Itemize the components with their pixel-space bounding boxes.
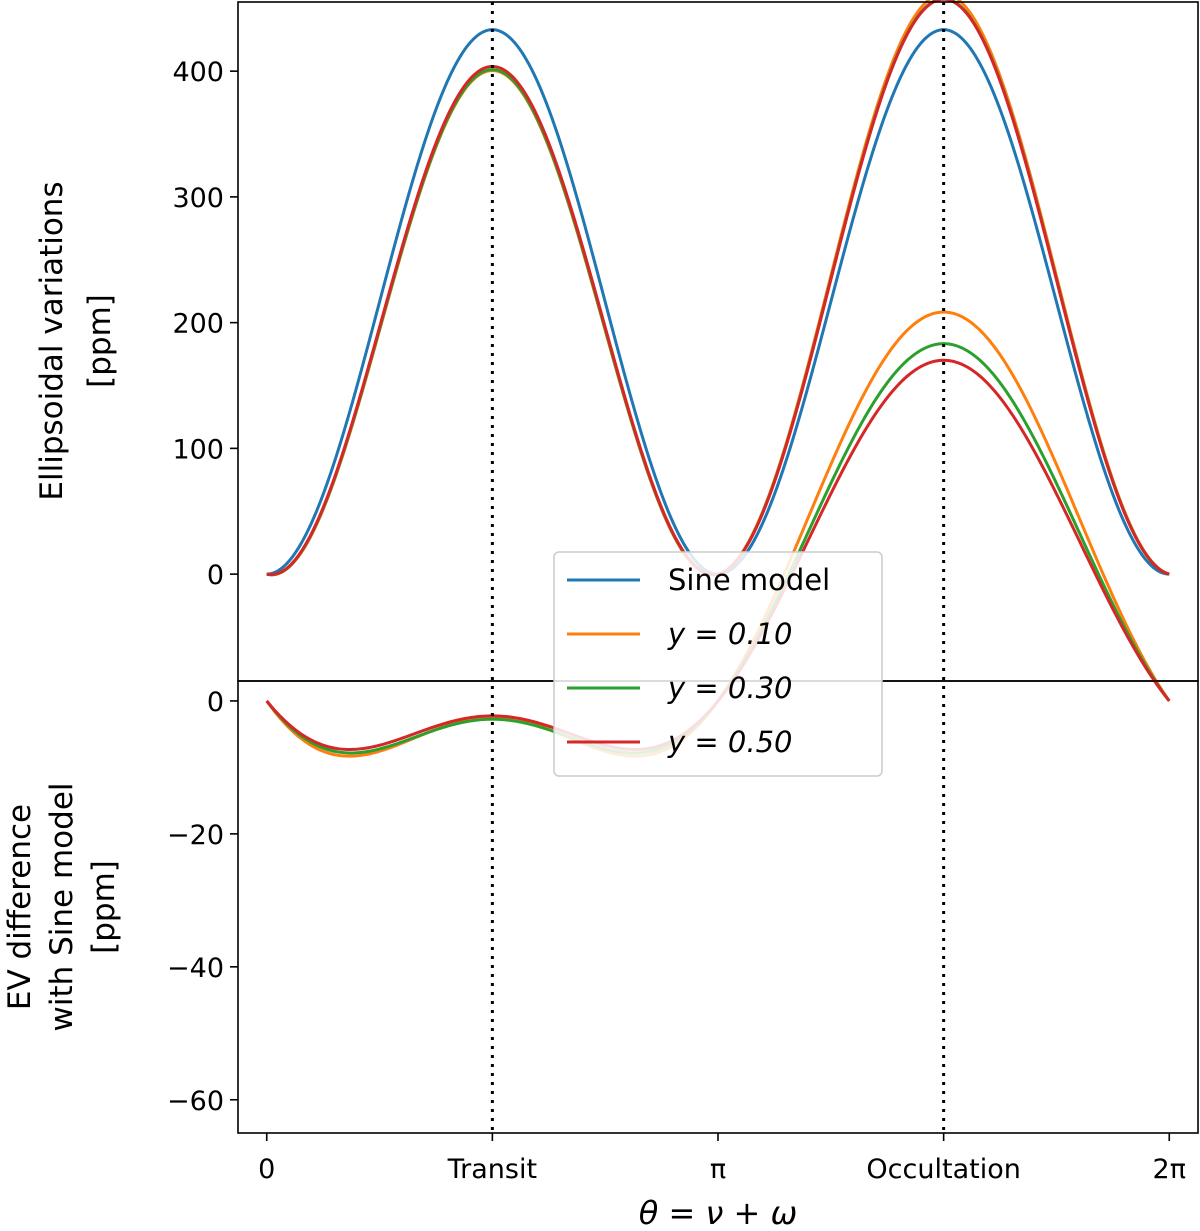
top-panel-yticks-tick-label: 400 xyxy=(172,57,224,88)
legend-box xyxy=(553,551,883,777)
x-tick-label: Occultation xyxy=(866,1154,1020,1185)
x-tick-label: 0 xyxy=(258,1154,275,1185)
top-panel-yticks-tick-label: 300 xyxy=(172,183,224,214)
bottom-panel-yticks: 0 −20 −40 −60 xyxy=(167,687,238,1117)
top-panel-series xyxy=(266,0,1170,577)
x-axis-label: θ = ν + ω xyxy=(639,1194,798,1231)
bottom-panel-yticks-tick-label: 0 xyxy=(207,687,224,718)
legend-label-y050: y = 0.50 xyxy=(667,725,792,759)
legend-label-sine: Sine model xyxy=(668,563,830,597)
x-tick-label: Transit xyxy=(447,1154,537,1185)
bottom-panel-yticks-tick-label: −20 xyxy=(167,820,224,851)
top-series-y-0-50 xyxy=(266,0,1170,577)
top-panel: 0 100 200 300 400 Ellipsoidal variations [pp… xyxy=(34,0,1199,682)
bottom-ylabel-line1: EV difference xyxy=(2,804,38,1010)
x-tick-label: π xyxy=(710,1154,726,1185)
bottom-ylabel-line3: [ppm] xyxy=(86,860,122,954)
top-ylabel-line2: [ppm] xyxy=(82,294,118,388)
top-series-sine-model xyxy=(266,28,1170,576)
x-tick-label: 2π xyxy=(1153,1154,1186,1185)
top-series-y-0-30 xyxy=(266,0,1170,577)
x-axis: 0 Transit π Occultation 2π θ = ν + ω xyxy=(258,1133,1186,1231)
x-ticks: 0 Transit π Occultation 2π xyxy=(258,1133,1186,1185)
top-panel-yticks-tick-label: 100 xyxy=(172,434,224,465)
top-panel-yticks: 0 100 200 300 400 xyxy=(172,57,238,591)
top-panel-yticks-tick-label: 200 xyxy=(172,309,224,340)
bottom-panel-yticks-tick-label: −40 xyxy=(167,953,224,984)
bottom-panel-yticks-tick-label: −60 xyxy=(167,1086,224,1117)
bottom-ylabel-line2: with Sine model xyxy=(44,782,80,1031)
top-ylabel-line1: Ellipsoidal variations xyxy=(34,181,70,500)
legend: Sine model y = 0.10 y = 0.30 y = 0.50 xyxy=(553,551,883,777)
legend-label-y010: y = 0.10 xyxy=(667,617,792,651)
legend-label-y030: y = 0.30 xyxy=(667,671,792,705)
top-panel-yticks-tick-label: 0 xyxy=(207,560,224,591)
top-series-y-0-10 xyxy=(266,0,1170,577)
